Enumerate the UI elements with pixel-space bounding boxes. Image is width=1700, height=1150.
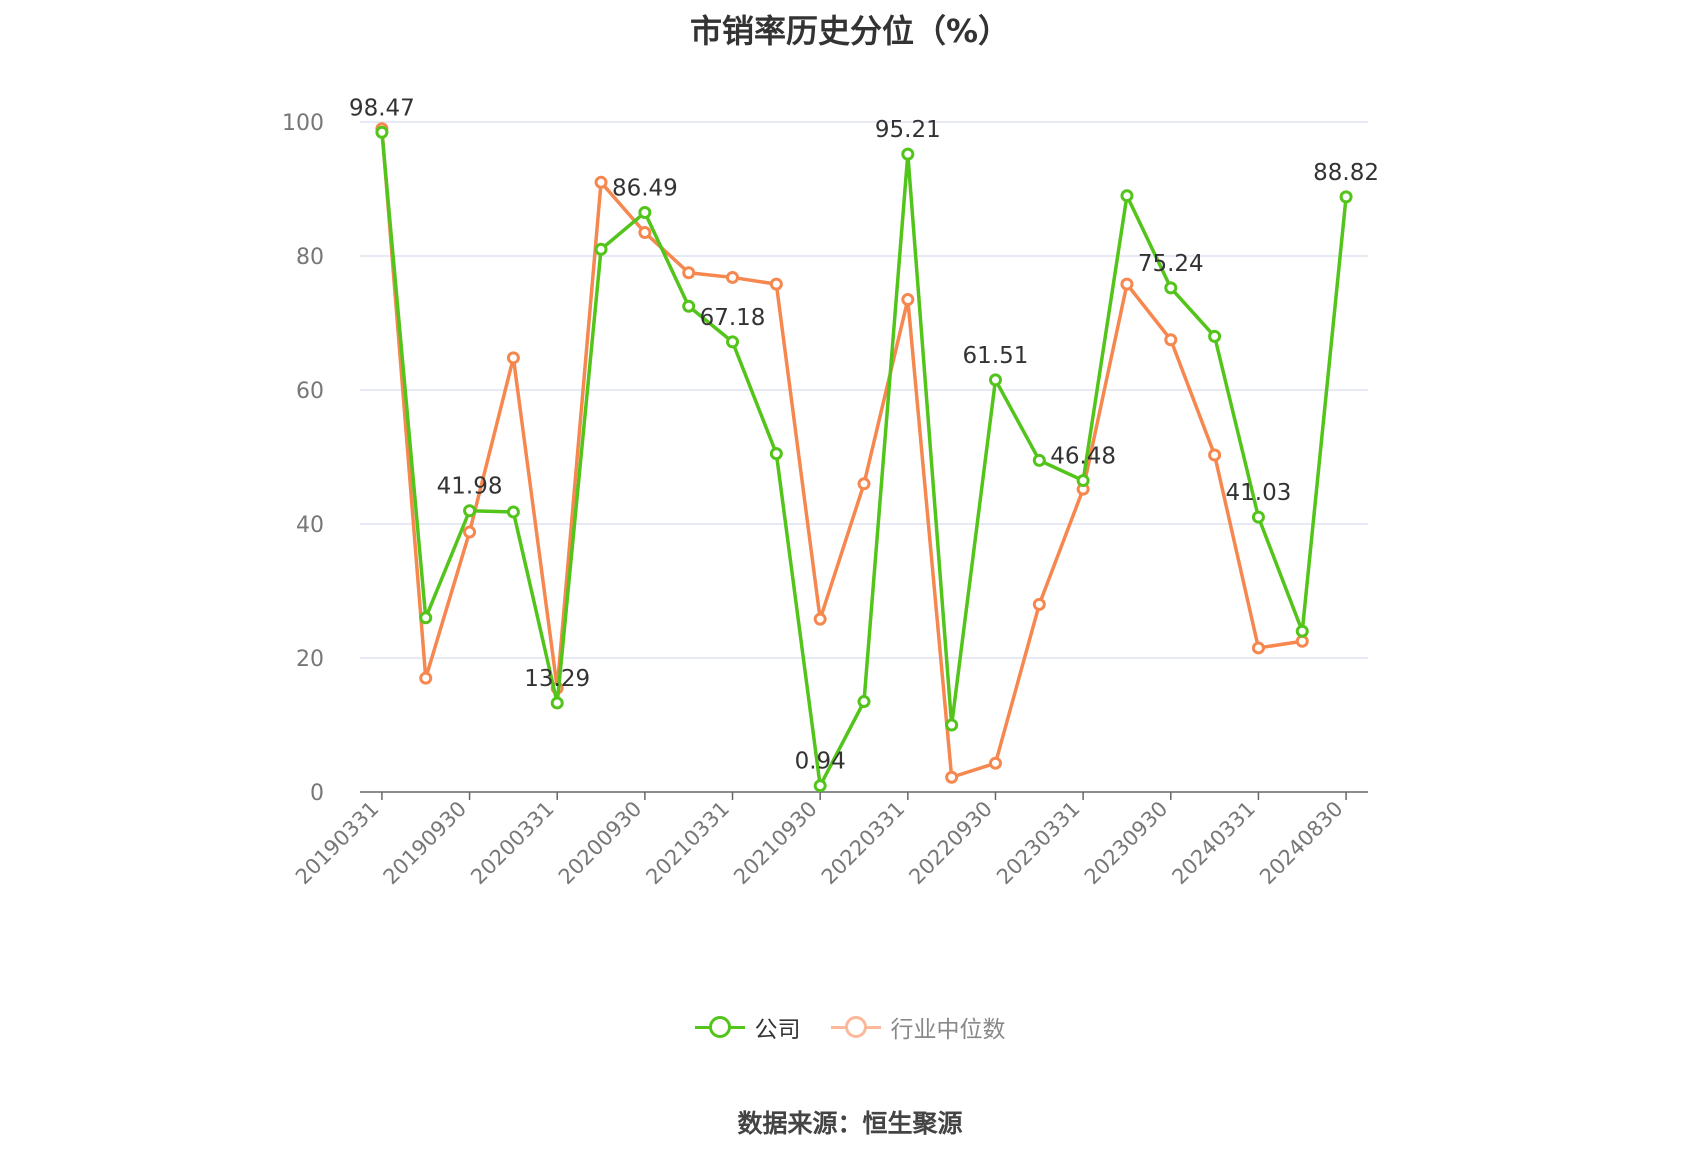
x-tick-label-12: 20220331 — [817, 797, 910, 890]
data-point-s0-17 — [1120, 189, 1134, 203]
data-point-s1-14 — [988, 756, 1002, 770]
chart-title: 市销率历史分位（%） — [689, 12, 1011, 50]
y-tick-label-100: 100 — [282, 111, 324, 136]
data-label-22: 88.82 — [1313, 160, 1379, 186]
data-point-s1-8 — [726, 270, 740, 284]
legend-label-company: 公司 — [754, 1017, 801, 1043]
y-tick-label-0: 0 — [310, 781, 324, 806]
x-tick-label-20: 20240331 — [1167, 797, 1260, 890]
data-point-s1-6 — [638, 226, 652, 240]
data-label-2: 41.98 — [437, 474, 503, 500]
x-tick-label-22: 20240830 — [1255, 797, 1348, 890]
data-point-s0-20 — [1251, 510, 1265, 524]
data-point-s1-3 — [506, 351, 520, 365]
x-tick-label-0: 20190331 — [291, 797, 384, 890]
x-tick-label-2: 20190930 — [379, 797, 472, 890]
data-label-20: 41.03 — [1226, 480, 1292, 506]
data-point-s0-16 — [1076, 474, 1090, 488]
legend-label-industry-median: 行业中位数 — [890, 1017, 1006, 1043]
data-label-16: 46.48 — [1050, 444, 1116, 470]
legend-marker-industry-median-icon — [830, 1014, 881, 1040]
data-label-10: 0.94 — [795, 749, 846, 775]
data-point-s0-22 — [1339, 190, 1353, 204]
data-point-s1-7 — [682, 266, 696, 280]
y-tick-label-60: 60 — [296, 379, 324, 404]
legend-marker-company-icon — [694, 1014, 745, 1040]
data-labels: 98.47 41.98 13.29 86.49 67.18 0.94 95.21 61.51 4… — [349, 95, 1379, 774]
data-label-14: 61.51 — [963, 343, 1029, 369]
data-point-s0-0 — [375, 125, 389, 139]
data-label-18: 75.24 — [1138, 251, 1204, 277]
data-point-s0-2 — [463, 504, 477, 518]
series-lines — [375, 122, 1353, 793]
data-point-s0-13 — [945, 718, 959, 732]
x-tick-label-10: 20210930 — [729, 797, 822, 890]
data-point-s0-1 — [419, 611, 433, 625]
data-point-s1-20 — [1251, 641, 1265, 655]
x-tick-label-16: 20230331 — [992, 797, 1085, 890]
data-point-s1-11 — [857, 477, 871, 491]
grid-lines — [360, 121, 1368, 659]
data-label-8: 67.18 — [700, 305, 766, 331]
data-point-s1-5 — [594, 175, 608, 189]
x-tick-label-6: 20200930 — [554, 797, 647, 890]
data-point-s0-9 — [769, 447, 783, 461]
data-point-s1-21 — [1295, 634, 1309, 648]
y-tick-label-20: 20 — [296, 647, 324, 672]
data-point-s1-9 — [769, 277, 783, 291]
data-point-s0-8 — [726, 335, 740, 349]
data-point-s1-10 — [813, 612, 827, 626]
series-line-1 — [380, 128, 1303, 780]
data-point-s1-2 — [463, 525, 477, 539]
line-chart: 0 20 40 60 80 100 2019033120190930202003312020… — [282, 95, 1379, 890]
data-point-s0-12 — [901, 147, 915, 161]
data-point-s1-17 — [1120, 277, 1134, 291]
data-point-s0-14 — [988, 373, 1002, 387]
legend: 公司 行业中位数 — [0, 1010, 1700, 1044]
data-point-s1-19 — [1208, 448, 1222, 462]
data-point-s0-4 — [550, 696, 564, 710]
data-point-s0-11 — [857, 695, 871, 709]
data-point-s1-18 — [1164, 333, 1178, 347]
data-label-12: 95.21 — [875, 117, 941, 143]
x-tick-label-14: 20220930 — [904, 797, 997, 890]
data-point-s0-10 — [813, 779, 827, 793]
x-tick-label-18: 20230930 — [1080, 797, 1173, 890]
x-tick-label-4: 20200331 — [466, 797, 559, 890]
data-point-s0-6 — [638, 206, 652, 220]
data-point-s0-3 — [506, 505, 520, 519]
data-label-0: 98.47 — [349, 95, 415, 121]
data-label-6: 86.49 — [612, 176, 678, 202]
data-point-s1-12 — [901, 293, 915, 307]
data-point-s1-1 — [419, 671, 433, 685]
y-tick-label-40: 40 — [296, 513, 324, 538]
legend-item-company[interactable]: 公司 — [694, 1010, 801, 1044]
data-point-s0-18 — [1164, 281, 1178, 295]
data-point-s0-7 — [682, 299, 696, 313]
data-point-s0-21 — [1295, 624, 1309, 638]
y-tick-label-80: 80 — [296, 245, 324, 270]
data-point-s1-15 — [1032, 597, 1046, 611]
data-point-s0-19 — [1208, 329, 1222, 343]
x-tick-label-8: 20210331 — [642, 797, 735, 890]
data-source-note: 数据来源：恒生聚源 — [737, 1109, 963, 1138]
data-point-s0-15 — [1032, 453, 1046, 467]
data-point-s0-5 — [594, 242, 608, 256]
data-label-4: 13.29 — [524, 666, 590, 692]
data-point-s1-13 — [945, 770, 959, 784]
legend-item-industry-median[interactable]: 行业中位数 — [830, 1010, 1006, 1044]
